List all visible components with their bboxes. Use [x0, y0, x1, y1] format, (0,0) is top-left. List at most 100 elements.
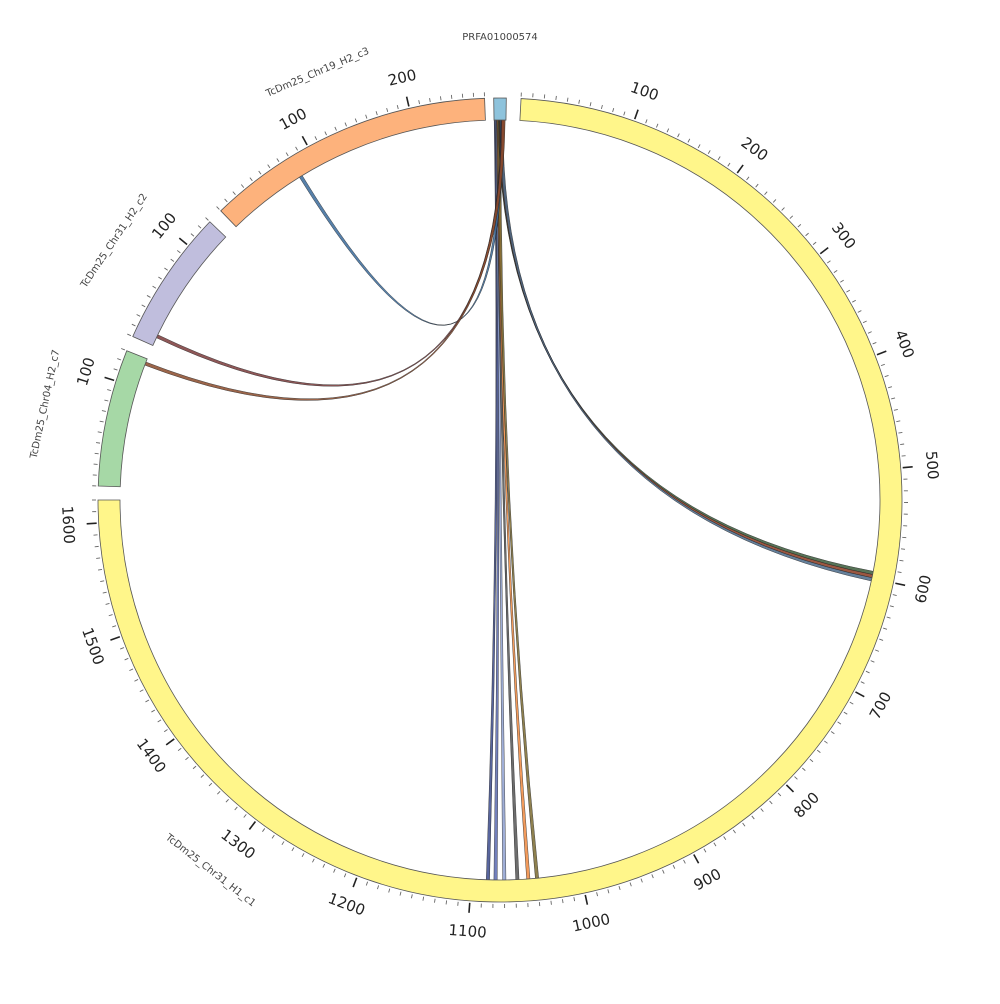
minor-tick: [718, 157, 720, 160]
minor-tick: [171, 259, 174, 261]
link-PRFA01000574-c1: [499, 120, 873, 578]
minor-tick: [733, 830, 735, 833]
minor-tick: [226, 799, 229, 802]
minor-tick: [817, 750, 820, 752]
minor-tick: [325, 132, 327, 136]
minor-tick: [241, 185, 244, 188]
minor-tick: [177, 250, 180, 252]
minor-tick: [579, 100, 580, 104]
minor-tick: [556, 96, 557, 100]
minor-tick: [129, 669, 133, 671]
minor-tick: [824, 741, 827, 743]
minor-tick: [798, 224, 801, 227]
minor-tick: [423, 897, 424, 901]
minor-tick: [838, 722, 841, 724]
minor-tick: [145, 700, 148, 702]
major-tick: [855, 692, 864, 697]
minor-tick: [345, 123, 347, 127]
minor-tick: [185, 757, 188, 760]
minor-tick: [806, 233, 809, 236]
minor-tick: [667, 129, 669, 133]
minor-tick: [551, 901, 552, 905]
minor-tick: [100, 581, 104, 582]
minor-tick: [411, 894, 412, 898]
minor-tick: [120, 648, 124, 649]
minor-tick: [866, 671, 870, 673]
minor-tick: [209, 783, 212, 786]
tick-label: 400: [891, 328, 918, 361]
minor-tick: [802, 768, 805, 771]
minor-tick: [96, 558, 100, 559]
major-tick: [877, 351, 886, 355]
major-tick: [737, 165, 743, 173]
tick-label: 900: [691, 865, 725, 895]
minor-tick: [164, 268, 167, 270]
minor-tick: [397, 105, 398, 109]
minor-tick: [831, 732, 834, 734]
minor-tick: [708, 150, 710, 153]
minor-tick: [900, 444, 904, 445]
minor-tick: [366, 882, 367, 886]
minor-tick: [217, 791, 220, 794]
minor-tick: [286, 153, 288, 156]
minor-tick: [250, 178, 252, 181]
minor-tick: [899, 560, 903, 561]
minor-tick: [891, 398, 895, 399]
major-tick: [302, 136, 307, 145]
minor-tick: [400, 892, 401, 896]
major-tick: [635, 110, 638, 119]
minor-tick: [608, 889, 609, 893]
minor-tick: [597, 892, 598, 896]
minor-tick: [233, 192, 236, 195]
tick-label: 100: [628, 78, 661, 105]
minor-tick: [852, 300, 855, 302]
minor-tick: [652, 874, 654, 878]
minor-tick: [894, 409, 898, 410]
minor-tick: [107, 390, 111, 391]
minor-tick: [756, 184, 759, 187]
minor-tick: [244, 814, 247, 817]
tick-label: 200: [738, 133, 772, 164]
minor-tick: [344, 873, 346, 877]
minor-tick: [151, 710, 154, 712]
minor-tick: [567, 98, 568, 102]
tick-label: 1200: [326, 889, 368, 919]
minor-tick: [259, 171, 261, 174]
minor-tick: [619, 886, 620, 890]
minor-tick: [698, 144, 700, 147]
minor-tick: [873, 342, 877, 344]
minor-tick: [613, 108, 614, 112]
minor-tick: [684, 860, 686, 864]
major-tick: [585, 895, 587, 905]
minor-tick: [601, 105, 602, 109]
minor-tick: [840, 280, 843, 282]
minor-tick: [315, 136, 317, 140]
minor-tick: [778, 793, 781, 796]
minor-tick: [896, 421, 900, 422]
minor-tick: [761, 809, 764, 812]
minor-tick: [440, 96, 441, 100]
tick-label: 100: [148, 209, 180, 243]
tick-label: 500: [922, 450, 942, 480]
minor-tick: [863, 321, 867, 323]
minor-tick: [624, 112, 625, 116]
minor-tick: [164, 729, 167, 731]
minor-tick: [137, 314, 141, 316]
minor-tick: [887, 617, 891, 618]
segment-c7: [98, 351, 147, 487]
minor-tick: [813, 242, 816, 245]
minor-tick: [663, 870, 665, 874]
tick-label: 100: [73, 355, 99, 388]
minor-tick: [104, 400, 108, 401]
major-tick: [694, 854, 699, 863]
minor-tick: [312, 859, 314, 863]
minor-tick: [277, 158, 279, 161]
minor-tick: [142, 305, 146, 307]
minor-tick: [302, 853, 304, 856]
tick-label: 1600: [58, 505, 78, 544]
minor-tick: [747, 177, 749, 180]
minor-tick: [198, 226, 201, 229]
minor-tick: [272, 835, 274, 838]
